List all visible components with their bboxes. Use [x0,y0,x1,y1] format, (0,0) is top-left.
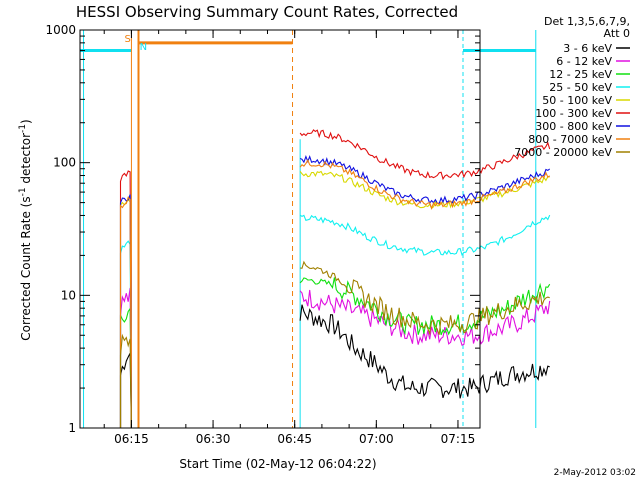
series-7000-20000kev [119,260,550,429]
saa-label-s: S [124,34,130,45]
series-line [299,277,551,336]
legend-label: 25 - 50 keV [549,81,612,94]
y-tick-label: 100 [53,156,76,170]
x-tick-label: 07:15 [441,432,476,446]
legend-label: 100 - 300 keV [535,107,612,120]
y-axis-label-sup2: -1 [18,124,28,133]
series-300-800kev [119,154,551,429]
series-line [119,333,132,429]
y-tick-label: 1 [68,421,76,435]
y-axis-label-start: Corrected Count Rate (s [19,196,33,340]
plot-area: SN [80,30,551,429]
y-tick-label: 10 [61,288,76,302]
legend-label: 3 - 6 keV [563,42,612,55]
series-line [299,304,550,399]
y-axis: 1 10 100 1000 [45,23,480,435]
series-line [299,129,551,181]
y-axis-label: Corrected Count Rate (s-1 detector-1) [18,119,33,340]
y-axis-label-mid: detector [19,133,33,188]
x-tick-label: 07:00 [359,432,394,446]
series-line [119,194,132,429]
series-line [300,260,550,336]
series-800-7000kev [119,158,550,429]
legend-header-line2: Att 0 [604,27,630,40]
series-line [299,214,551,256]
y-tick-label: 1000 [45,23,76,37]
legend-label: 50 - 100 keV [542,94,612,107]
legend-label: 12 - 25 keV [549,68,612,81]
legend-label: 300 - 800 keV [535,120,612,133]
x-tick-label: 06:15 [114,432,149,446]
series-line [299,170,550,210]
y-axis-label-end: ) [19,119,33,124]
legend-label: 800 - 7000 keV [528,133,612,146]
series-100-300kev [119,129,551,429]
series-line [299,289,551,346]
night-label-n: N [140,42,147,53]
chart-title: HESSI Observing Summary Count Rates, Cor… [76,3,458,21]
x-axis: 06:15 06:30 06:45 07:00 07:15 [103,30,476,446]
plot-frame [79,29,481,429]
series-line [119,196,132,429]
series-line [299,154,551,205]
x-axis-label: Start Time (02-May-12 06:04:22) [179,457,376,471]
date-stamp: 2-May-2012 03:02 [554,468,636,478]
y-axis-label-sup1: -1 [18,187,28,196]
legend-label: 7000 - 20000 keV [514,146,612,159]
series-line [299,158,550,210]
x-tick-label: 06:45 [277,432,312,446]
legend-header-line1: Det 1,3,5,6,7,9, [544,15,630,28]
legend-label: 6 - 12 keV [556,55,612,68]
x-tick-label: 06:30 [196,432,231,446]
series-line [119,170,132,429]
